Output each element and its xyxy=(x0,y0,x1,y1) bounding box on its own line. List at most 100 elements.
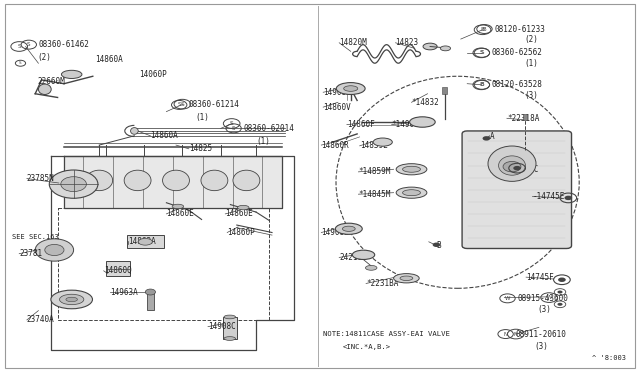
Text: 14860A: 14860A xyxy=(150,131,178,140)
Ellipse shape xyxy=(400,276,413,280)
Text: 23785N: 23785N xyxy=(27,174,54,183)
Ellipse shape xyxy=(396,187,427,198)
Text: 08360-62014: 08360-62014 xyxy=(243,124,294,133)
Text: 14860E: 14860E xyxy=(225,209,253,218)
Text: (1): (1) xyxy=(525,60,539,68)
Ellipse shape xyxy=(138,238,152,245)
Circle shape xyxy=(558,278,566,282)
Text: 08360-61462: 08360-61462 xyxy=(38,40,89,49)
Text: (3): (3) xyxy=(538,305,552,314)
Circle shape xyxy=(564,196,572,200)
Ellipse shape xyxy=(365,265,377,270)
Text: W: W xyxy=(547,295,552,300)
Text: 14860R: 14860R xyxy=(321,141,349,150)
Ellipse shape xyxy=(488,146,536,181)
Ellipse shape xyxy=(131,128,138,134)
Text: S: S xyxy=(19,61,22,65)
Text: (3): (3) xyxy=(525,92,539,100)
Text: 23781: 23781 xyxy=(19,249,42,258)
Circle shape xyxy=(61,177,86,192)
Ellipse shape xyxy=(335,223,362,234)
Text: S: S xyxy=(479,50,483,55)
Circle shape xyxy=(483,136,490,141)
Text: B: B xyxy=(436,241,441,250)
Circle shape xyxy=(45,244,64,256)
Ellipse shape xyxy=(237,205,249,210)
Text: B: B xyxy=(480,82,484,87)
Text: 14860E: 14860E xyxy=(166,209,194,218)
Text: 14908C: 14908C xyxy=(208,322,236,331)
Text: 14860Q: 14860Q xyxy=(104,266,131,275)
Text: 14862A: 14862A xyxy=(128,237,156,246)
Text: *14832: *14832 xyxy=(412,98,439,107)
Text: NOTE:14811CASE ASSY-EAI VALVE: NOTE:14811CASE ASSY-EAI VALVE xyxy=(323,331,450,337)
Circle shape xyxy=(145,289,156,295)
Text: B: B xyxy=(479,82,483,87)
Text: 08911-20610: 08911-20610 xyxy=(515,330,566,339)
Ellipse shape xyxy=(60,294,84,305)
Text: 14839E: 14839E xyxy=(360,141,387,150)
Ellipse shape xyxy=(403,166,420,172)
Text: S: S xyxy=(180,102,184,107)
Text: 14908B: 14908B xyxy=(321,228,349,237)
Text: 14860A: 14860A xyxy=(95,55,122,64)
Bar xyxy=(442,87,447,94)
Text: *22318A: *22318A xyxy=(507,114,540,123)
Bar xyxy=(147,292,154,310)
Text: *14859M: *14859M xyxy=(358,167,391,176)
Circle shape xyxy=(513,166,521,170)
Text: 14860F: 14860F xyxy=(347,120,374,129)
Text: 08360-62562: 08360-62562 xyxy=(492,48,542,57)
Circle shape xyxy=(35,239,74,261)
Ellipse shape xyxy=(373,138,392,146)
Ellipse shape xyxy=(396,164,427,175)
Ellipse shape xyxy=(440,46,451,51)
Circle shape xyxy=(503,161,521,172)
Ellipse shape xyxy=(38,84,51,94)
Circle shape xyxy=(557,291,563,294)
Ellipse shape xyxy=(66,297,77,302)
Ellipse shape xyxy=(344,86,358,92)
Text: -14745E: -14745E xyxy=(532,192,565,201)
Circle shape xyxy=(557,303,563,306)
Text: (1): (1) xyxy=(256,137,270,146)
FancyBboxPatch shape xyxy=(462,131,572,248)
Ellipse shape xyxy=(342,226,355,231)
Circle shape xyxy=(49,170,98,198)
Bar xyxy=(127,235,164,248)
Text: 14820M: 14820M xyxy=(339,38,367,47)
Circle shape xyxy=(433,243,440,247)
Bar xyxy=(106,261,130,276)
Ellipse shape xyxy=(410,117,435,127)
Text: 14745F: 14745F xyxy=(526,273,554,282)
Text: 14908B: 14908B xyxy=(323,88,351,97)
Polygon shape xyxy=(64,156,282,208)
Text: *2231BA: *2231BA xyxy=(366,279,399,288)
Text: (2): (2) xyxy=(37,53,51,62)
Ellipse shape xyxy=(499,156,525,175)
Ellipse shape xyxy=(403,190,420,196)
Text: S: S xyxy=(232,126,236,131)
Text: S: S xyxy=(27,42,31,47)
Text: S: S xyxy=(480,50,484,55)
Text: 08915-43600: 08915-43600 xyxy=(517,294,568,303)
Ellipse shape xyxy=(172,204,184,209)
Text: *14908A: *14908A xyxy=(392,120,424,129)
Ellipse shape xyxy=(124,170,151,190)
Text: A: A xyxy=(490,132,494,141)
Text: B: B xyxy=(481,27,484,32)
Bar xyxy=(223,317,237,339)
Text: -14745C: -14745C xyxy=(507,165,540,174)
Text: (2): (2) xyxy=(525,35,539,44)
Ellipse shape xyxy=(51,290,93,309)
Ellipse shape xyxy=(61,70,82,78)
Text: (3): (3) xyxy=(534,342,548,351)
Text: 14860P: 14860P xyxy=(227,228,255,237)
Ellipse shape xyxy=(352,250,375,260)
Text: 14825: 14825 xyxy=(189,144,212,153)
Text: S: S xyxy=(230,121,234,126)
Text: 14823: 14823 xyxy=(396,38,419,47)
Text: 14963A: 14963A xyxy=(110,288,138,296)
Text: 22660M: 22660M xyxy=(37,77,65,86)
Ellipse shape xyxy=(224,315,236,319)
